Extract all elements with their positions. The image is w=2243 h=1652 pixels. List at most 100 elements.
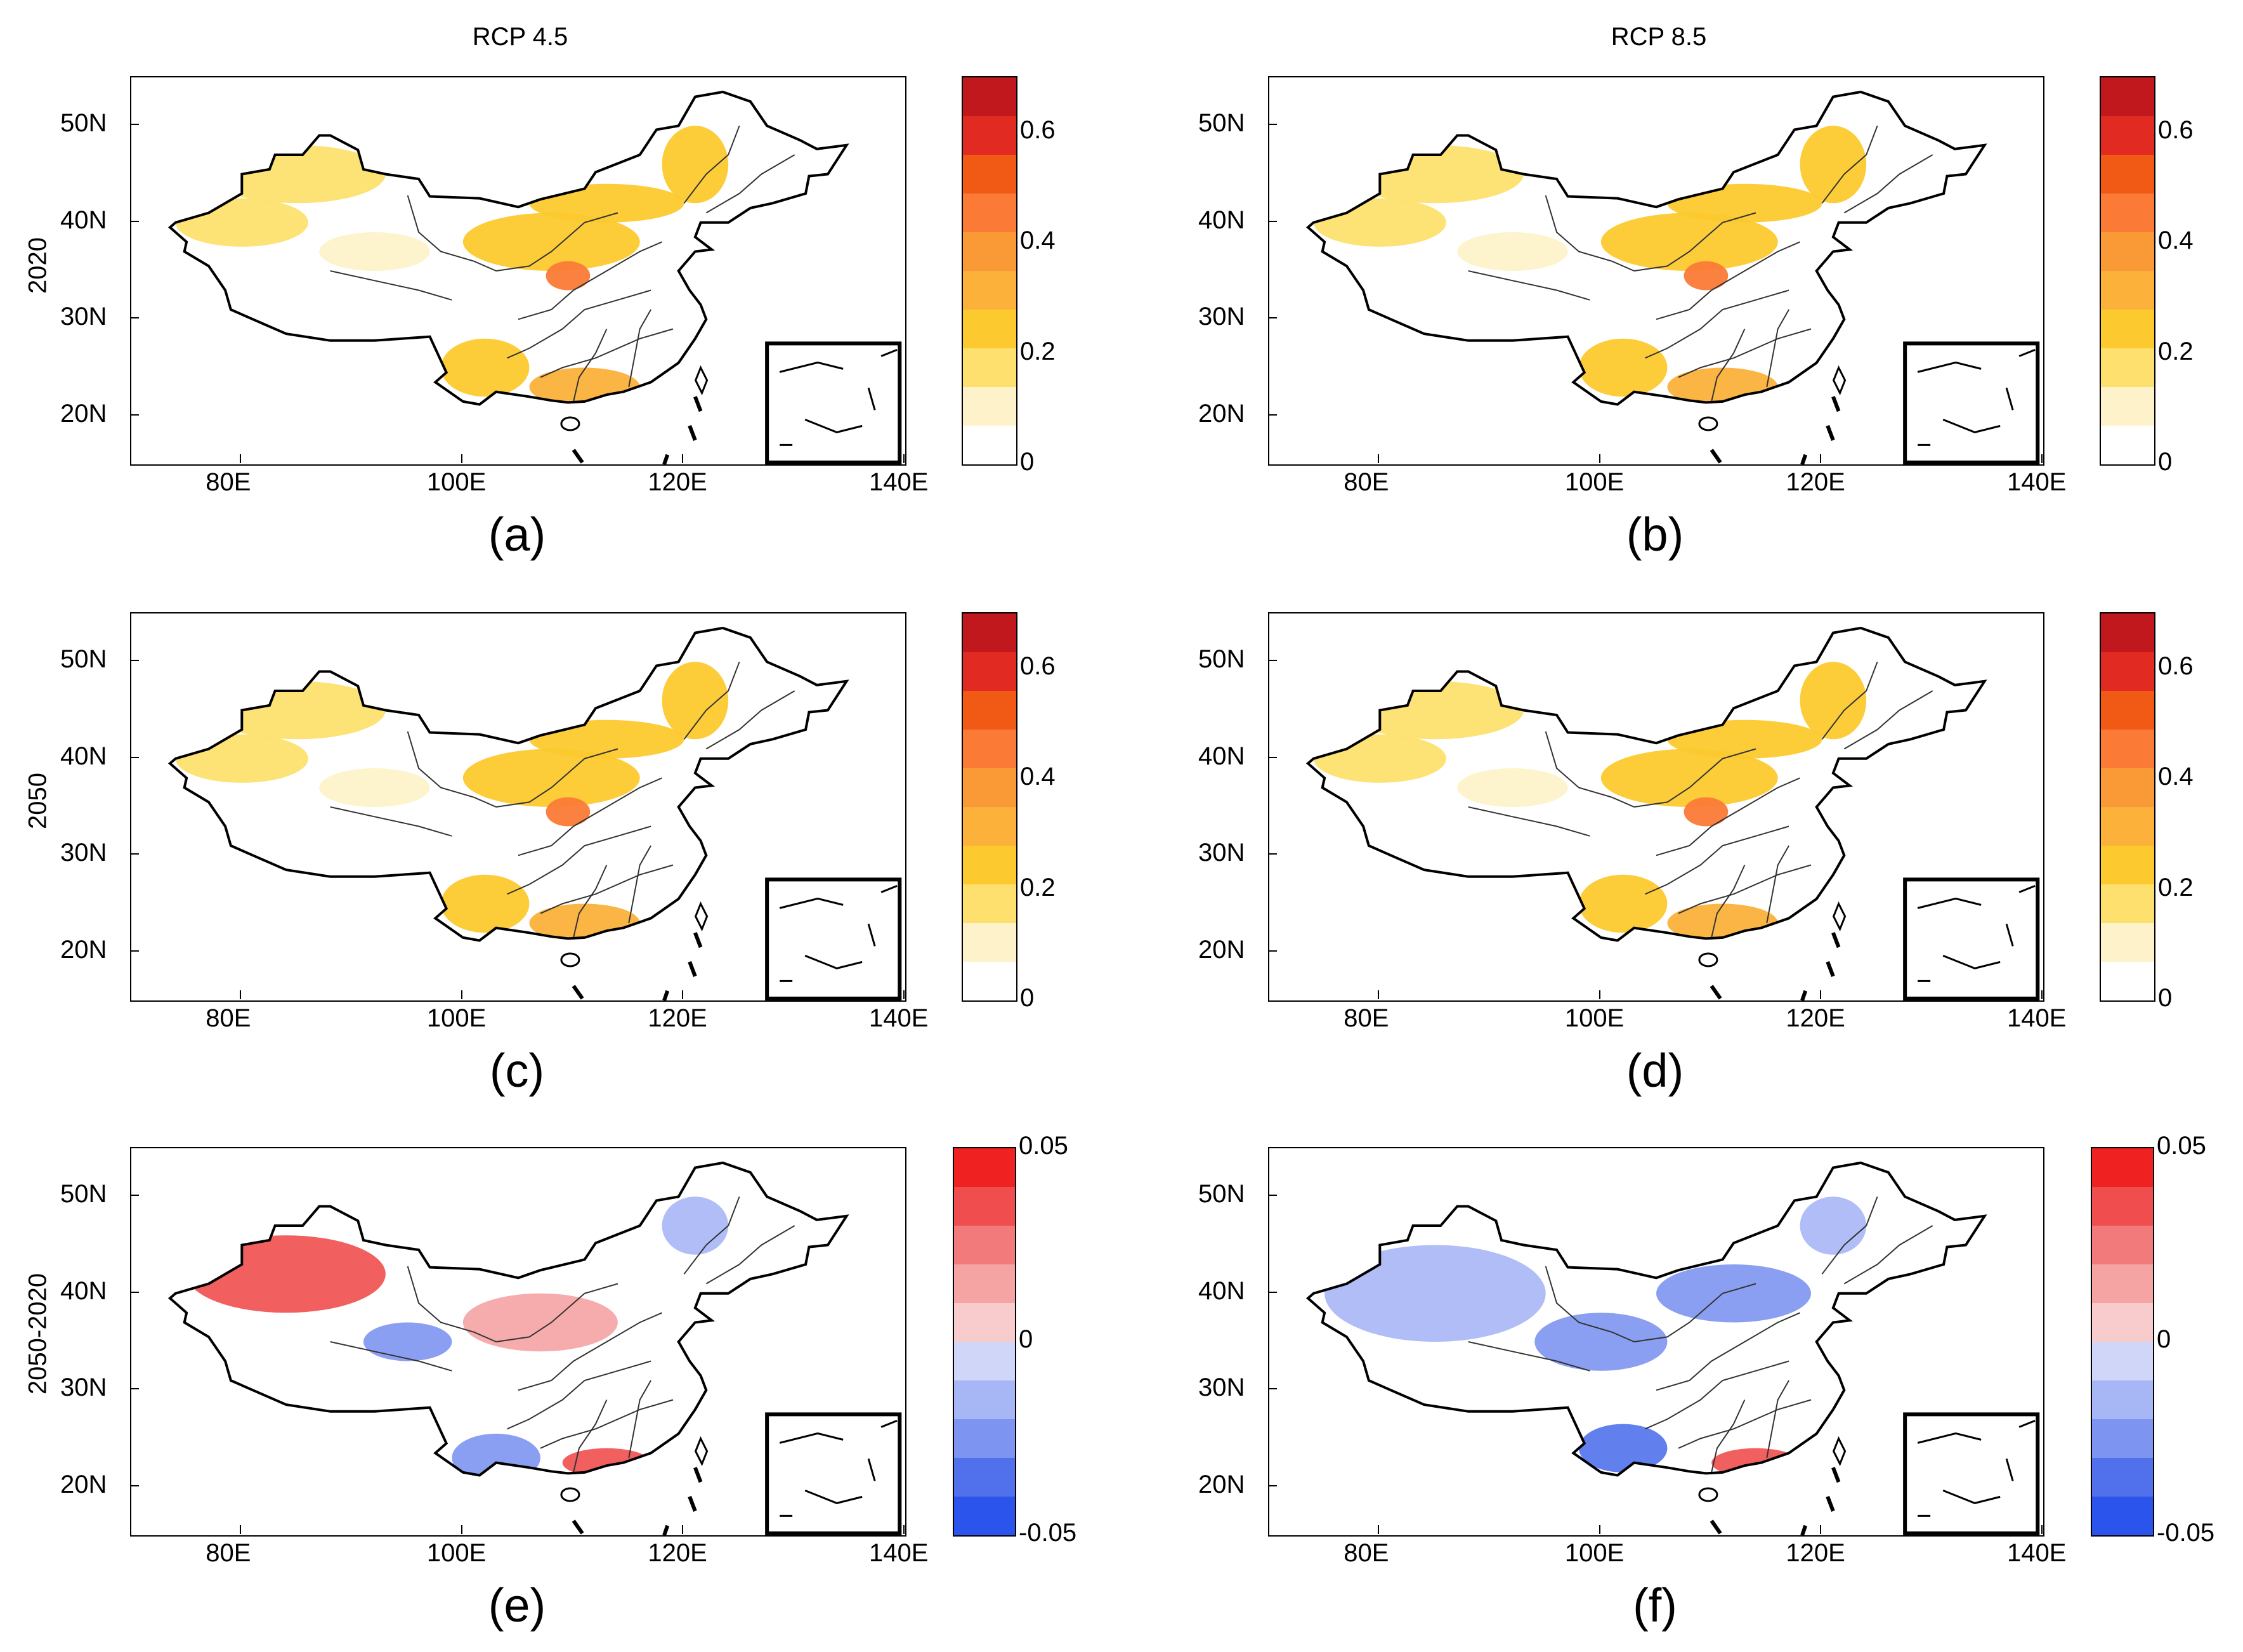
colorbar-segment	[963, 613, 1016, 652]
value-region-c-3	[462, 749, 640, 807]
lat-tick-mark	[130, 756, 139, 758]
lat-tick-label: 50N	[60, 1180, 107, 1209]
province-lines	[330, 1196, 795, 1473]
colorbar-segment	[954, 1264, 1015, 1303]
colorbar-tick-label: 0.6	[1020, 652, 1056, 681]
colorbar-segment	[963, 884, 1016, 923]
value-region-b-2	[1457, 232, 1568, 271]
colorbar-segment	[963, 807, 1016, 846]
inset-islands	[779, 348, 898, 446]
value-region-b-6	[1800, 126, 1867, 204]
colorbar-segment	[2092, 1148, 2153, 1187]
colorbar-segment	[963, 271, 1016, 310]
lat-tick-label: 30N	[60, 1373, 107, 1402]
lon-tick-label: 140E	[2007, 468, 2067, 496]
map-panel-b	[1268, 76, 2044, 466]
nine-dash-segment-1	[688, 1495, 697, 1512]
colorbar-segment	[2092, 1264, 2153, 1303]
colorbar-segment	[963, 730, 1016, 768]
map-panel-a	[130, 76, 906, 466]
colorbar-segment	[954, 1226, 1015, 1264]
nine-dash-segment-0	[693, 1467, 703, 1483]
lon-tick-label: 140E	[869, 1004, 929, 1032]
change-region-e-5	[662, 1196, 729, 1255]
colorbar-segment	[963, 846, 1016, 884]
value-region-c-4	[546, 797, 591, 827]
lon-tick-label: 100E	[426, 1539, 487, 1567]
colorbar-tick-label: 0	[2157, 1325, 2171, 1353]
hainan-outline	[560, 952, 580, 967]
colorbar-segment	[2092, 1497, 2153, 1535]
row-label-2050-2020: 2050-2020	[23, 1273, 52, 1395]
lon-tick-mark	[1599, 454, 1600, 463]
lon-tick-mark	[2041, 990, 2043, 999]
lat-tick-label: 40N	[1198, 742, 1245, 770]
colorbar-tick-label: 0.4	[2158, 763, 2194, 791]
colorbar-tick-label: 0.4	[1020, 226, 1056, 255]
lat-tick-label: 50N	[60, 645, 107, 674]
china-outline	[167, 1161, 849, 1477]
lat-tick-label: 40N	[60, 206, 107, 234]
nine-dash-segment-3	[1800, 990, 1808, 1000]
inset-islands	[1917, 884, 2036, 982]
colorbar-segment	[2101, 193, 2154, 232]
column-title-rcp45: RCP 4.5	[472, 23, 568, 51]
nine-dash-segment-2	[1710, 985, 1722, 1000]
colorbar-segment	[2101, 730, 2154, 768]
value-region-b-1	[1313, 198, 1446, 247]
nine-dash-segment-1	[1826, 424, 1835, 441]
lon-tick-mark	[1820, 1525, 1822, 1534]
value-region-b-4	[1684, 261, 1729, 291]
colorbar-segment	[954, 1419, 1015, 1458]
colorbar-segment	[963, 652, 1016, 691]
colorbar-tick-label: 0.4	[2158, 226, 2194, 255]
lon-tick-mark	[1378, 454, 1380, 463]
colorbar-tick-label: 0.05	[1019, 1132, 1068, 1160]
nine-dash-segment-3	[1800, 1524, 1808, 1535]
panel-label-a: (a)	[488, 508, 546, 561]
change-region-e-2	[462, 1293, 618, 1352]
map-panel-c	[130, 612, 906, 1002]
row-label-2050: 2050	[23, 773, 52, 829]
lon-tick-mark	[682, 1525, 684, 1534]
province-lines	[330, 125, 795, 402]
lon-tick-label: 80E	[206, 1539, 251, 1567]
colorbar-segment	[2101, 271, 2154, 310]
lat-tick-label: 20N	[1198, 935, 1245, 964]
lat-tick-mark	[1268, 414, 1277, 416]
colorbar-tick-label: 0.6	[2158, 652, 2194, 681]
colorbar-segment	[2101, 426, 2154, 464]
colorbar-segment	[954, 1380, 1015, 1419]
colorbar-segment	[2101, 691, 2154, 730]
colorbar-segment	[2092, 1187, 2153, 1226]
lon-tick-mark	[1599, 990, 1600, 999]
panel-label-f: (f)	[1633, 1579, 1677, 1632]
lon-tick-label: 120E	[1786, 1004, 1845, 1032]
value-region-c-1	[175, 734, 308, 783]
nine-dash-segment-1	[688, 424, 697, 441]
nine-dash-segment-3	[662, 1524, 670, 1535]
hainan-outline	[1698, 416, 1718, 431]
lat-tick-label: 40N	[1198, 1276, 1245, 1305]
lon-tick-label: 140E	[869, 1539, 929, 1567]
province-lines	[1468, 125, 1933, 402]
china-outline	[1305, 90, 1987, 406]
china-outline	[167, 90, 849, 406]
colorbar-c	[962, 612, 1017, 1002]
colorbar-segment	[963, 193, 1016, 232]
colorbar-tick-label: 0.2	[1020, 337, 1056, 365]
colorbar-tick-label: 0.2	[2158, 873, 2194, 901]
colorbar-segment	[963, 232, 1016, 271]
colorbar-a	[962, 76, 1017, 466]
lat-tick-label: 40N	[60, 1276, 107, 1305]
panel-label-e: (e)	[488, 1579, 546, 1632]
inset-islands	[1917, 1419, 2036, 1517]
colorbar-tick-label: 0	[1020, 984, 1035, 1012]
lat-tick-mark	[1268, 853, 1277, 855]
colorbar-tick-label: 0.4	[1020, 763, 1056, 791]
lon-tick-label: 100E	[1564, 1539, 1625, 1567]
value-region-a-1	[175, 198, 308, 247]
lat-tick-mark	[130, 1195, 139, 1196]
colorbar-segment	[2101, 348, 2154, 387]
